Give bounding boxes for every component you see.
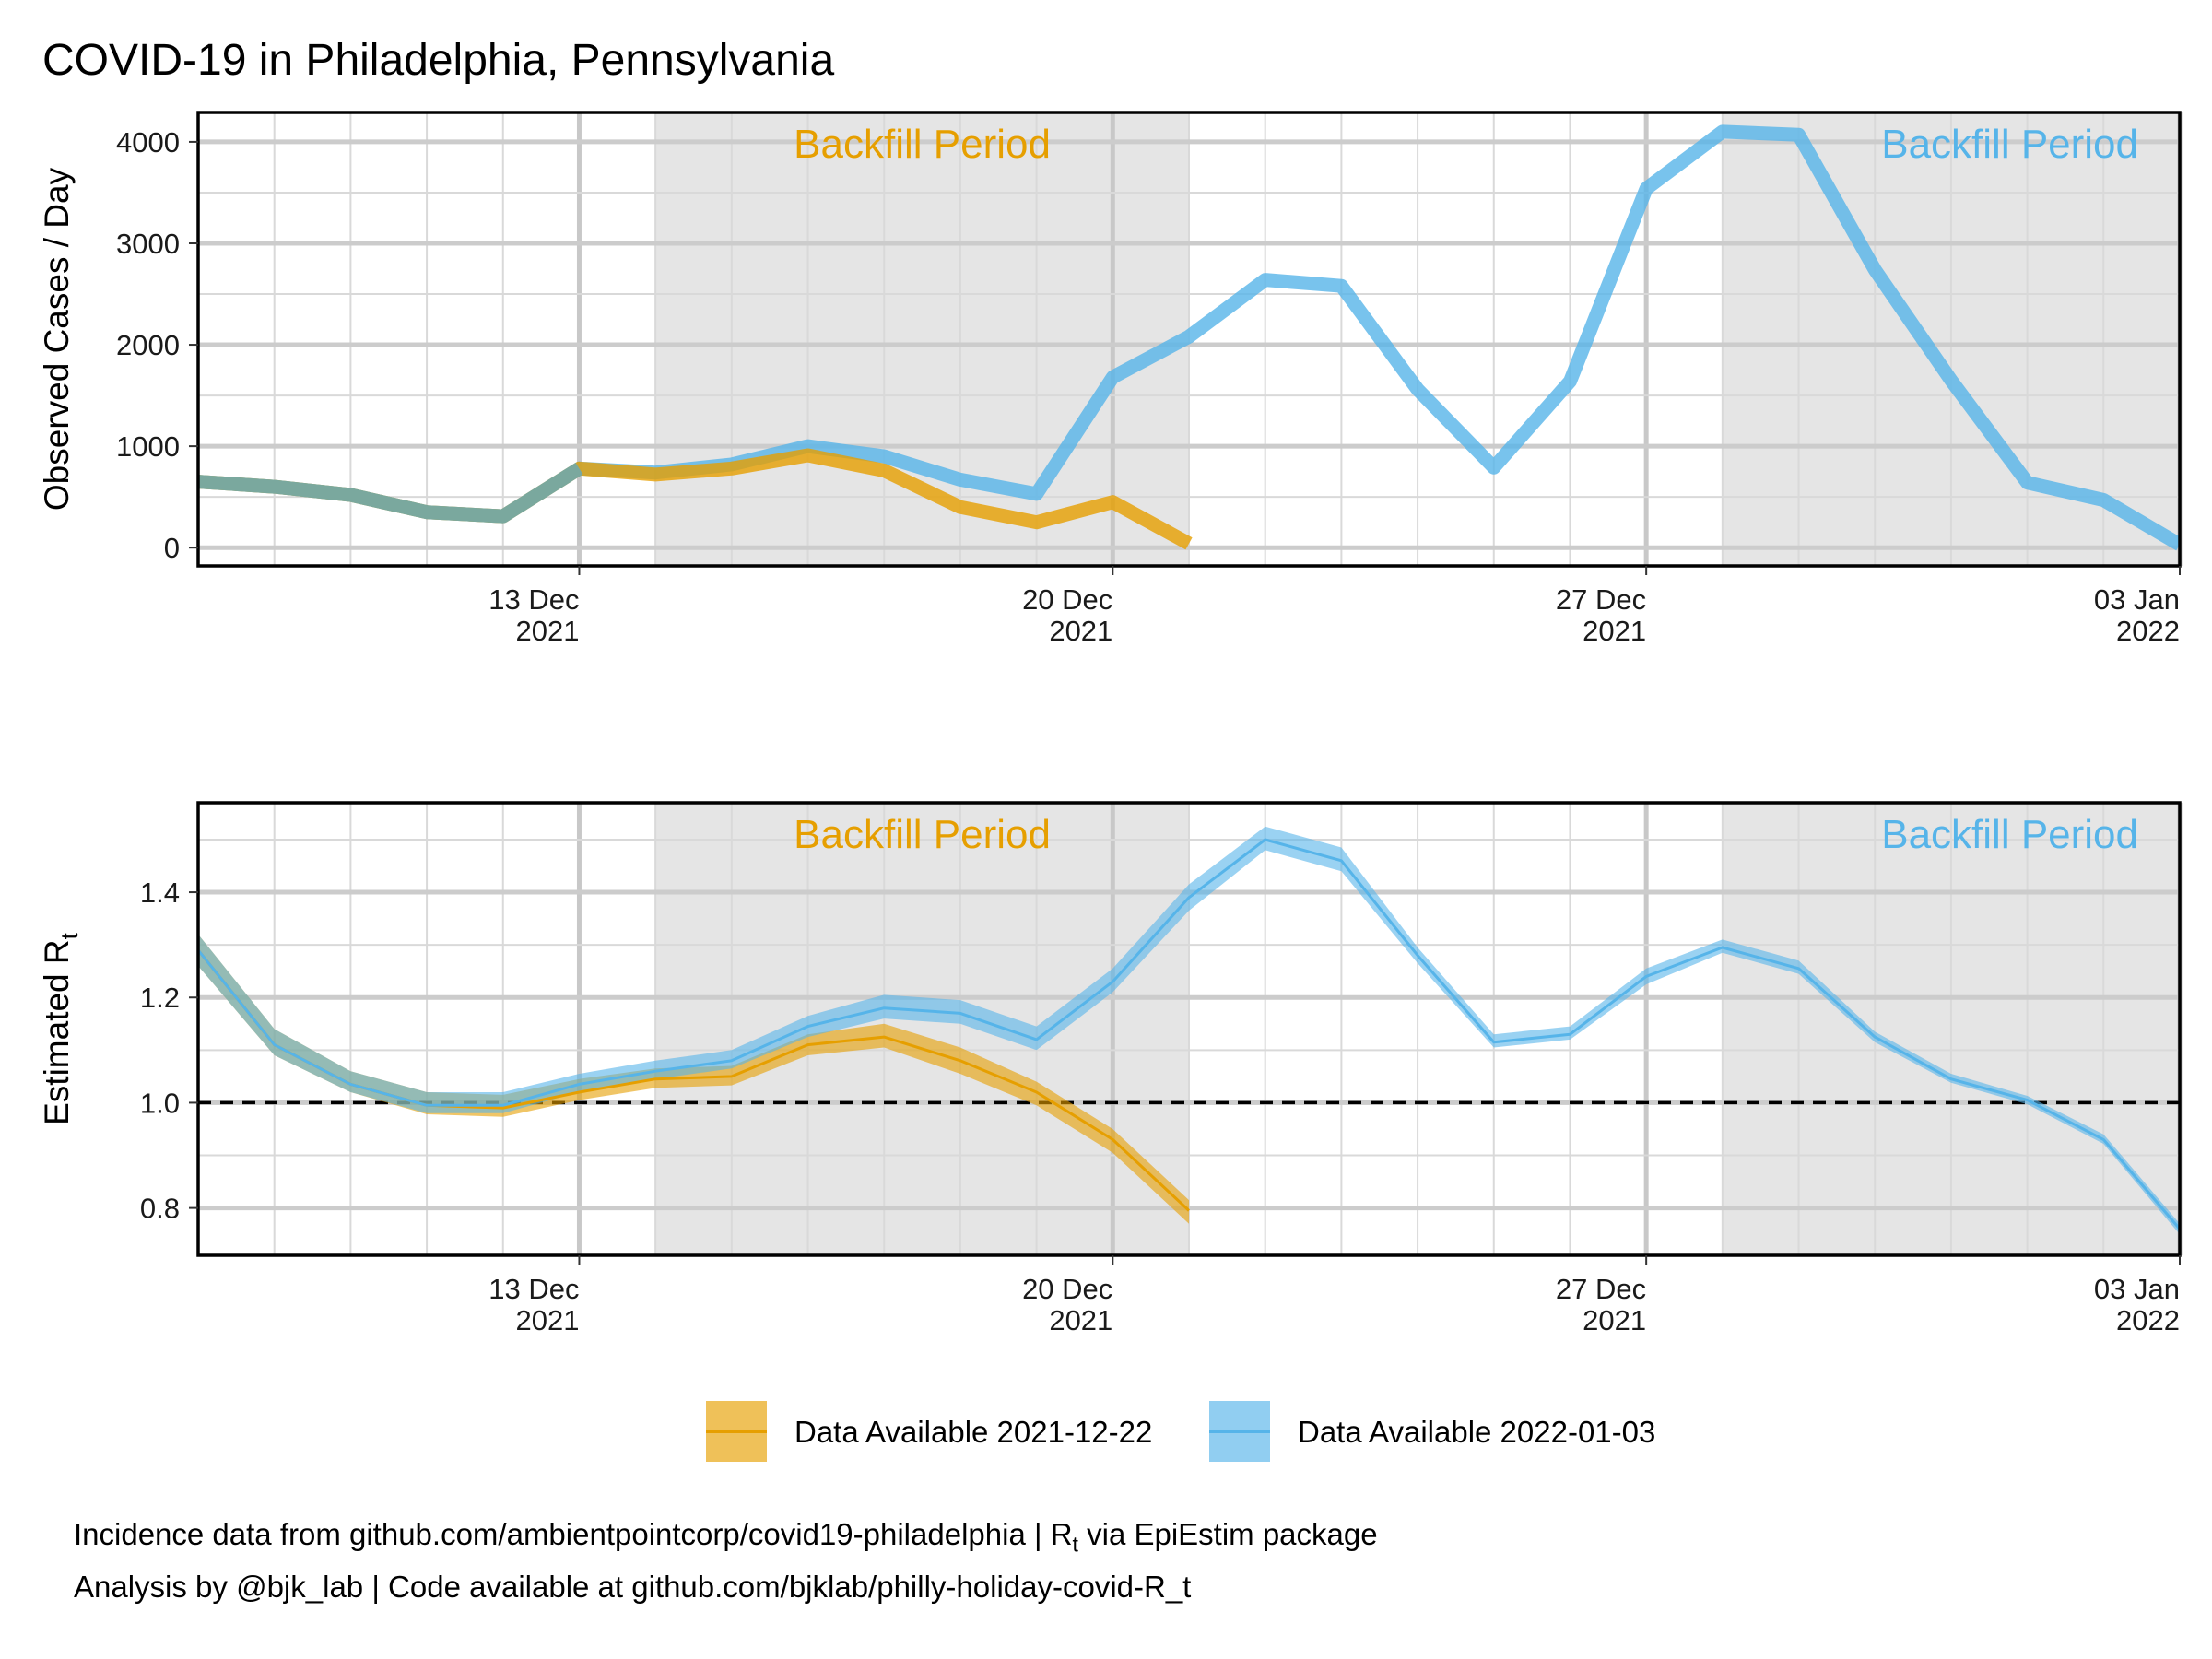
y-tick-label: 3000 bbox=[116, 228, 180, 260]
caption-line-1: Incidence data from github.com/ambientpo… bbox=[74, 1513, 1378, 1566]
rt-line-2 bbox=[198, 838, 2180, 1230]
y-tick-label: 0 bbox=[164, 532, 180, 564]
y-tick-label: 0.8 bbox=[140, 1193, 180, 1225]
x-tick-label-day: 13 Dec bbox=[488, 583, 579, 616]
backfill-label-2: Backfill Period bbox=[1881, 812, 2138, 857]
backfill-label-1: Backfill Period bbox=[794, 122, 1051, 167]
caption: Incidence data from github.com/ambientpo… bbox=[74, 1513, 1378, 1608]
x-tick-label-day: 20 Dec bbox=[1022, 1273, 1112, 1305]
cases-overlap-line bbox=[198, 462, 583, 524]
panel-border bbox=[196, 801, 2182, 1257]
caption-line-1-text: Incidence data from github.com/ambientpo… bbox=[74, 1517, 1073, 1551]
x-tick-label-year: 2021 bbox=[1049, 615, 1112, 647]
y-axis-title: Estimated Rt bbox=[38, 932, 83, 1125]
x-tick-label-year: 2021 bbox=[1049, 1304, 1112, 1336]
y-tick-label: 2000 bbox=[116, 329, 180, 361]
x-tick-label-day: 03 Jan bbox=[2094, 1273, 2180, 1305]
x-tick-label-day: 27 Dec bbox=[1556, 583, 1646, 616]
x-tick-label-day: 27 Dec bbox=[1556, 1273, 1646, 1305]
legend: Data Available 2021-12-22 Data Available … bbox=[706, 1401, 1655, 1462]
legend-label-1: Data Available 2021-12-22 bbox=[794, 1415, 1152, 1449]
x-tick-label-year: 2022 bbox=[2116, 1304, 2180, 1336]
y-tick-label: 1000 bbox=[116, 430, 180, 463]
series-group bbox=[198, 124, 2180, 551]
backfill-label-1: Backfill Period bbox=[794, 812, 1051, 857]
panel-border bbox=[196, 111, 2182, 568]
y-tick-label: 1.0 bbox=[140, 1087, 180, 1119]
backfill-label-2: Backfill Period bbox=[1881, 122, 2138, 167]
chart-title: COVID-19 in Philadelphia, Pennsylvania bbox=[42, 36, 835, 85]
caption-line-1-suffix: via EpiEstim package bbox=[1077, 1517, 1378, 1551]
caption-subscript: t bbox=[1072, 1532, 1078, 1557]
x-tick-label-year: 2022 bbox=[2116, 615, 2180, 647]
caption-line-2: Analysis by @bjk_lab | Code available at… bbox=[74, 1569, 1192, 1604]
legend-label-2: Data Available 2022-01-03 bbox=[1298, 1415, 1655, 1449]
x-tick-label-year: 2021 bbox=[515, 1304, 579, 1336]
series-group bbox=[198, 826, 2180, 1235]
backfill-shade-1 bbox=[655, 803, 1189, 1255]
y-tick-label: 1.2 bbox=[140, 982, 180, 1014]
cases-panel: Backfill Period Backfill Period 0 1000 2000 3… bbox=[38, 111, 2183, 647]
y-axis-title-subscript: t bbox=[55, 932, 83, 939]
x-tick-label-day: 13 Dec bbox=[488, 1273, 579, 1305]
y-tick-label: 4000 bbox=[116, 126, 180, 159]
rt-panel: Backfill Period Backfill Period 0.8 1.0 1.2 1… bbox=[38, 801, 2183, 1336]
x-tick-label-year: 2021 bbox=[1583, 1304, 1646, 1336]
x-tick-label-year: 2021 bbox=[515, 615, 579, 647]
x-tick-label-day: 20 Dec bbox=[1022, 583, 1112, 616]
ci-ribbon-2 bbox=[198, 826, 2180, 1235]
y-tick-label: 1.4 bbox=[140, 877, 180, 909]
y-axis-title: Observed Cases / Day bbox=[38, 167, 76, 511]
x-tick-label-day: 03 Jan bbox=[2094, 583, 2180, 616]
x-tick-label-year: 2021 bbox=[1583, 615, 1646, 647]
